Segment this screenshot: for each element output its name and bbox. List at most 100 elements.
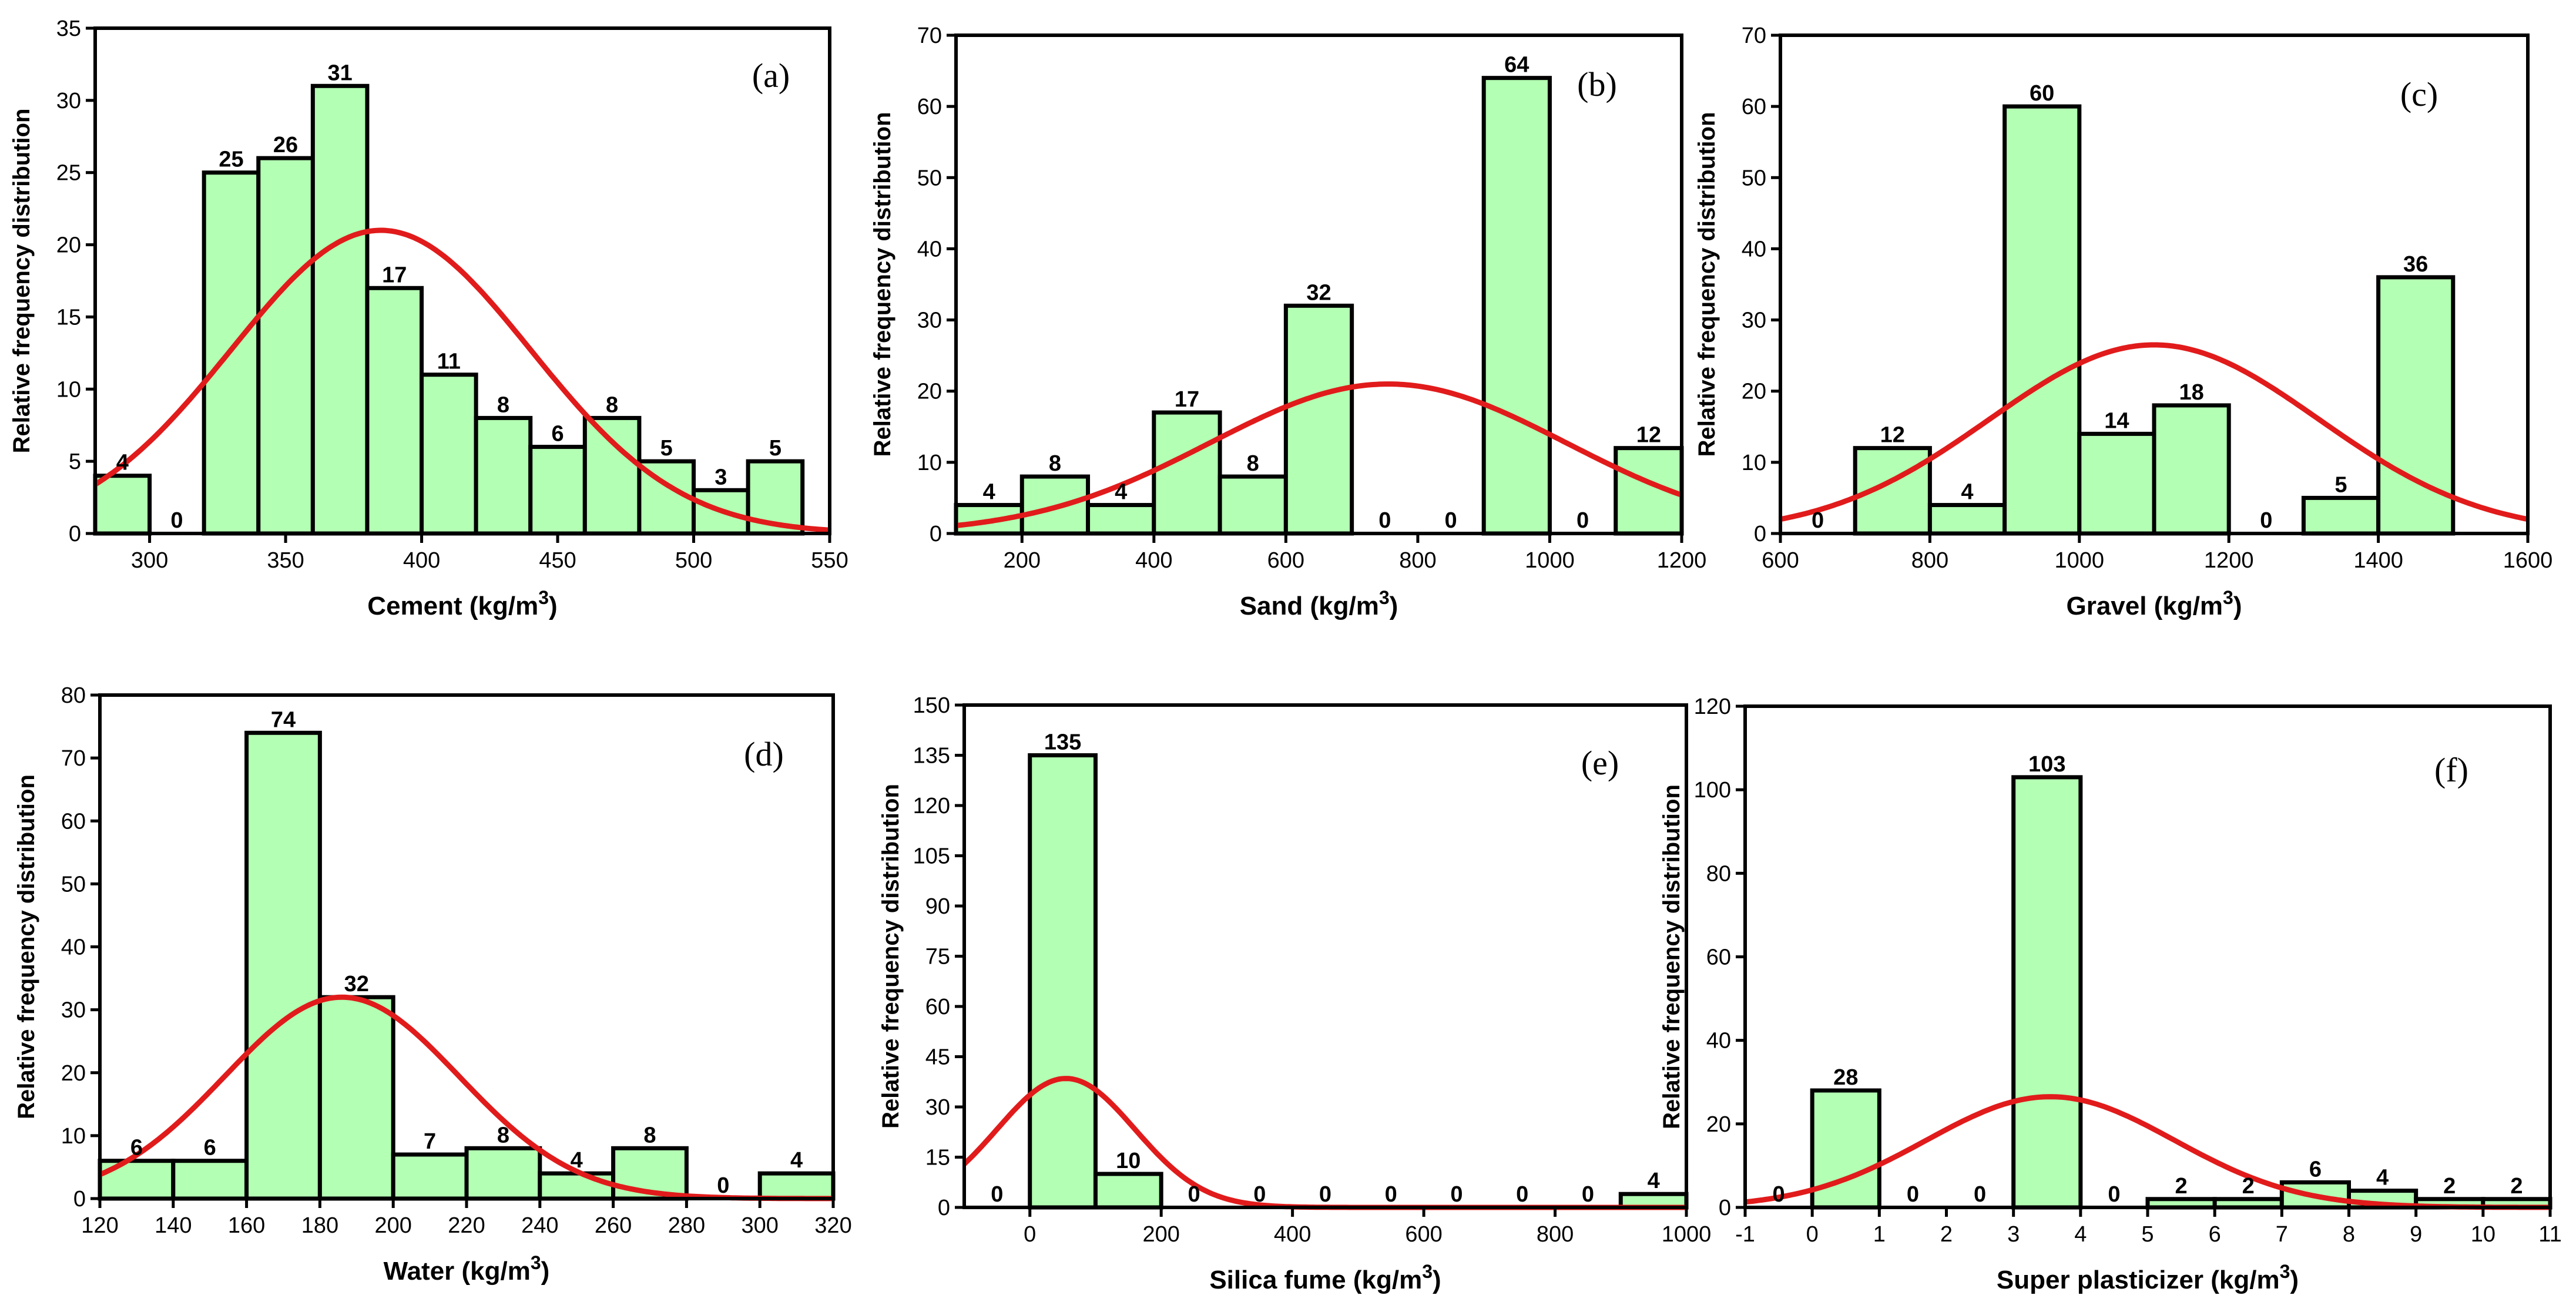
c5-ytick-label-1: 15 [925,1146,950,1170]
c2-panel-tag: (b) [1577,65,1617,103]
c2-xtick-label-5: 1200 [1657,548,1707,573]
c4-bar-label-3: 32 [344,972,369,996]
chart-panel-3: 0 12 4 60 14 18 0 5 36 600 800 1000 1200 1400 1600 0 10 2… [1694,24,2552,620]
c5-bar-label-7: 0 [1450,1182,1463,1207]
c4-bar-6 [538,1171,616,1201]
c5-xtick-label-0: 0 [1024,1222,1036,1247]
c5-ytick-label-0: 0 [938,1196,950,1220]
c5-xtick-label-3: 600 [1405,1222,1442,1247]
c3-bar-label-3: 60 [2030,81,2054,106]
c4-xtick-label-6: 240 [521,1213,558,1238]
c3-bar-label-8: 36 [2403,252,2428,277]
c6-bar-label-4: 103 [2028,752,2065,777]
c4-x-axis-label: Water (kg/m3) [384,1252,550,1286]
c6-ytick-label-5: 100 [1694,778,1731,803]
c2-bar-4 [1217,474,1288,536]
c3-bar-4 [2077,431,2156,536]
c6-xtick-label-7: 6 [2209,1222,2221,1247]
c6-xtick-label-2: 1 [1873,1222,1886,1247]
c3-ytick-label-1: 10 [1742,451,1766,475]
c2-x-axis-label: Sand (kg/m3) [1240,587,1398,620]
c6-xtick-label-8: 7 [2276,1222,2288,1247]
c1-bar-7 [474,415,533,536]
c6-bar-label-11: 2 [2510,1174,2523,1199]
c4-bar-4 [391,1152,469,1201]
c6-xtick-label-9: 8 [2343,1222,2355,1247]
c4-ytick-label-0: 0 [73,1187,86,1212]
c1-ytick-label-5: 25 [56,161,81,186]
c5-bar-label-5: 0 [1319,1182,1331,1207]
c1-bar-9 [582,415,642,536]
c4-axis-frame [98,693,835,1200]
c2-bar-label-5: 32 [1306,280,1331,305]
c1-ytick-label-0: 0 [69,522,81,546]
c6-xtick-label-0: -1 [1735,1222,1755,1247]
c4-panel-tag: (d) [744,735,784,773]
c1-bar-label-3: 26 [273,133,298,157]
c5-ytick-label-6: 90 [925,894,950,919]
c1-bar-label-11: 3 [715,465,727,489]
c4-xtick-label-3: 180 [301,1213,338,1238]
c6-bar-label-9: 4 [2376,1166,2389,1190]
c5-bar-label-2: 10 [1116,1149,1141,1173]
c5-bar-label-6: 0 [1385,1182,1397,1207]
c3-xtick-label-4: 1400 [2353,548,2403,573]
c3-bar-label-0: 0 [1812,508,1824,533]
c6-bar-label-5: 0 [2108,1182,2120,1207]
c6-y-axis-label: Relative frequency distribution [1659,784,1685,1129]
c5-xtick-label-2: 400 [1274,1222,1311,1247]
c2-ytick-label-7: 70 [917,24,942,48]
c5-bar-label-3: 0 [1188,1182,1200,1207]
c2-ytick-label-5: 50 [917,166,942,190]
c6-ytick-label-4: 80 [1706,861,1731,886]
c3-ytick-label-7: 70 [1742,24,1766,48]
c3-ytick-label-6: 60 [1742,95,1766,119]
c1-bar-label-6: 11 [437,350,461,374]
c2-bar-label-2: 4 [1115,480,1127,505]
c6-xtick-label-10: 9 [2410,1222,2422,1247]
c4-xtick-label-2: 160 [228,1213,265,1238]
c1-bar-label-1: 0 [170,508,183,533]
c2-xtick-label-0: 200 [1004,548,1041,573]
c1-bar-3 [256,156,315,536]
c4-xtick-label-1: 140 [155,1213,192,1238]
c5-ytick-label-10: 150 [913,693,950,718]
c6-ytick-label-2: 40 [1706,1029,1731,1053]
c4-bar-label-7: 8 [643,1123,656,1147]
c2-bar-3 [1152,410,1222,536]
c6-xtick-label-6: 5 [2141,1222,2154,1247]
c5-bar-label-8: 0 [1516,1182,1528,1207]
c3-bar-3 [2003,104,2082,536]
c1-xtick-label-0: 300 [131,548,168,573]
c3-ytick-label-3: 30 [1742,308,1766,333]
c2-xtick-label-1: 400 [1135,548,1172,573]
c6-bar-label-1: 28 [1833,1065,1858,1090]
c2-bar-label-8: 64 [1504,53,1529,78]
c5-bar-2 [1093,1172,1163,1210]
c4-bar-label-5: 8 [497,1123,509,1147]
c3-ytick-label-2: 20 [1742,380,1766,404]
c1-bar-label-8: 6 [551,422,564,447]
c2-ytick-label-4: 40 [917,237,942,261]
c2-ytick-label-1: 10 [917,451,942,475]
c1-bar-label-10: 5 [660,436,673,461]
c6-bar-label-8: 6 [2309,1157,2322,1182]
c6-bar-label-7: 2 [2242,1174,2255,1199]
c3-x-axis-label: Gravel (kg/m3) [2066,587,2242,620]
c1-bar-4 [310,83,370,536]
c6-bar-label-6: 2 [2175,1174,2188,1199]
c2-ytick-label-2: 20 [917,380,942,404]
c3-xtick-label-1: 800 [1911,548,1948,573]
c1-normal-fit-curve [93,227,830,533]
c6-xtick-label-4: 3 [2007,1222,2020,1247]
c1-bar-label-12: 5 [769,436,781,461]
c4-y-axis-label: Relative frequency distribution [14,774,39,1119]
c6-panel-tag: (f) [2434,751,2468,789]
c3-ytick-label-5: 50 [1742,166,1766,190]
c1-ytick-label-6: 30 [56,89,81,113]
c2-ytick-label-3: 30 [917,308,942,333]
c4-bar-label-2: 74 [271,707,296,732]
c2-normal-fit-curve [955,381,1683,529]
